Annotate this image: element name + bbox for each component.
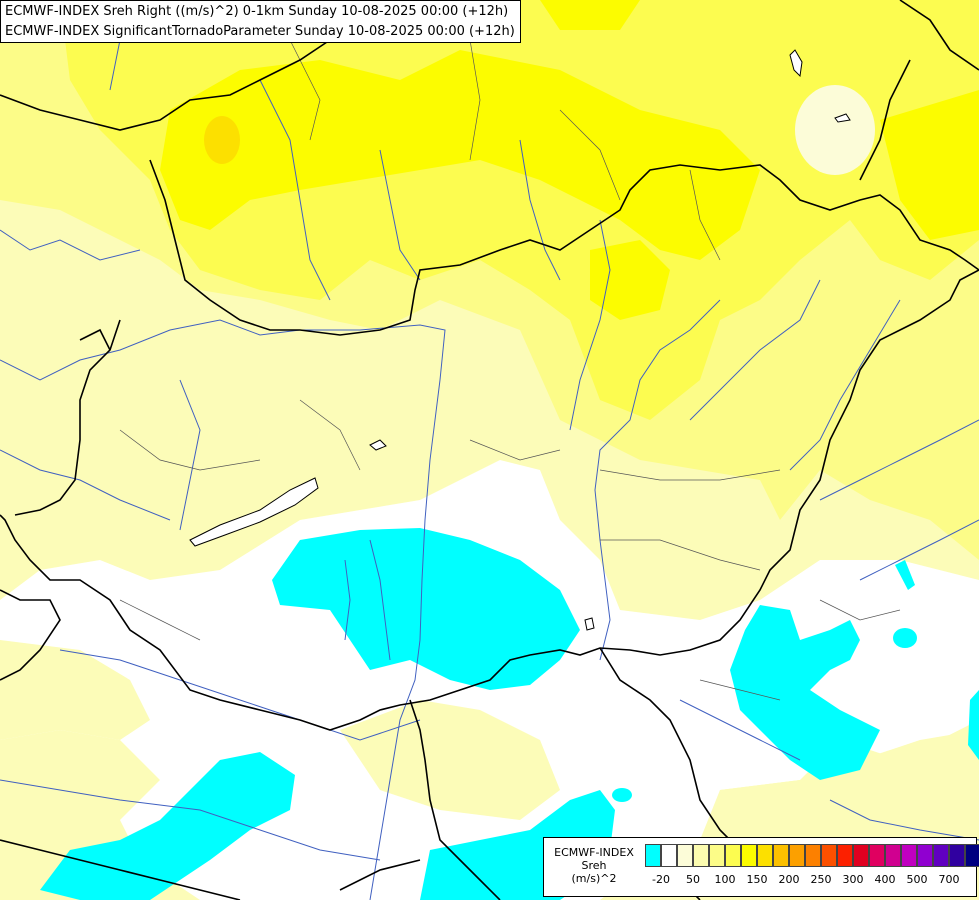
river-drava	[59, 649, 421, 741]
legend-swatch	[869, 844, 885, 867]
legend-parameter: Sreh	[581, 859, 607, 872]
legend-swatch	[821, 844, 837, 867]
river-north-4	[569, 219, 611, 431]
river-ne-2	[789, 299, 901, 471]
field-pale-s	[0, 640, 150, 740]
field-pale-w	[0, 220, 100, 380]
river-tisza	[594, 299, 721, 661]
river-w-1	[0, 449, 171, 521]
border-east	[0, 269, 979, 731]
legend-tick-label: 250	[810, 873, 832, 886]
field-cyan-sw	[40, 752, 295, 900]
river-se-1	[679, 699, 801, 761]
legend-tick-label: 200	[778, 873, 800, 886]
field-gold	[204, 116, 240, 164]
river-north-3	[519, 139, 561, 281]
field-bright-yellow	[160, 50, 760, 260]
river-ne-1	[689, 279, 821, 421]
field-bright-yellow-3	[880, 90, 979, 240]
field-cyan-east-2	[893, 628, 917, 648]
field-pale-sc	[340, 700, 560, 820]
field-cyan-center	[272, 528, 580, 690]
legend-tick-label: 300	[842, 873, 864, 886]
lake-balaton	[189, 477, 319, 547]
legend-swatch	[965, 844, 979, 867]
title-line-sreh: ECMWF-INDEX Sreh Right ((m/s)^2) 0-1km S…	[5, 4, 509, 19]
field-cyan-small	[612, 788, 632, 802]
river-c-1	[369, 539, 391, 661]
title-line-stp: ECMWF-INDEX SignificantTornadoParameter …	[5, 24, 515, 39]
river-danube	[0, 319, 446, 900]
legend-swatch	[677, 844, 693, 867]
border-west	[0, 589, 61, 681]
river-se-2	[829, 799, 979, 841]
legend-swatch	[757, 844, 773, 867]
legend-swatch	[853, 844, 869, 867]
legend-ticks: -20 50 100 150 200 250 300 400 500 700	[645, 873, 975, 887]
river-c-2	[344, 559, 351, 641]
river-e-1	[819, 419, 979, 501]
lake-ne	[834, 113, 851, 123]
river-w-2	[179, 379, 201, 531]
lake-small-1	[369, 439, 387, 451]
legend-unit: (m/s)^2	[571, 872, 617, 885]
legend-swatch	[933, 844, 949, 867]
field-cyan-e-strip	[895, 560, 915, 590]
border-austria-hu	[79, 328, 111, 351]
legend-tick-label: -20	[652, 873, 670, 886]
legend-tick-label: 700	[938, 873, 960, 886]
province-borders	[119, 19, 901, 701]
river-e-2	[859, 519, 979, 581]
color-legend: ECMWF-INDEX Sreh (m/s)^2 -20 50 100 150 200 2…	[543, 837, 979, 897]
river-sava	[0, 779, 381, 861]
legend-swatch	[725, 844, 741, 867]
field-pale-ne	[795, 85, 875, 175]
border-ne	[899, 0, 979, 71]
border-south-4	[339, 859, 421, 891]
border-ne-2	[859, 59, 911, 181]
river-north-1	[259, 79, 331, 301]
river-nw	[0, 229, 141, 261]
legend-swatch	[917, 844, 933, 867]
legend-tick-label: 100	[714, 873, 736, 886]
legend-swatch	[709, 844, 725, 867]
legend-swatch	[837, 844, 853, 867]
legend-swatch	[693, 844, 709, 867]
legend-source: ECMWF-INDEX	[554, 846, 634, 859]
legend-swatch	[805, 844, 821, 867]
field-cyan-east	[730, 605, 880, 780]
map-title-box: ECMWF-INDEX Sreh Right ((m/s)^2) 0-1km S…	[0, 0, 521, 43]
legend-color-bar	[645, 844, 979, 867]
legend-label: ECMWF-INDEX Sreh (m/s)^2	[548, 846, 640, 885]
legend-swatch	[949, 844, 965, 867]
legend-swatch	[773, 844, 789, 867]
legend-tick-label: 50	[686, 873, 700, 886]
legend-tick-label: 400	[874, 873, 896, 886]
border-west-2	[14, 319, 121, 516]
legend-tick-label: 150	[746, 873, 768, 886]
legend-swatch	[789, 844, 805, 867]
border-south-3	[0, 839, 241, 900]
legend-swatch	[901, 844, 917, 867]
legend-swatch	[661, 844, 677, 867]
legend-swatch	[645, 844, 661, 867]
legend-swatch	[885, 844, 901, 867]
river-north-2	[379, 149, 421, 281]
lake-n	[789, 49, 803, 78]
legend-swatch	[741, 844, 757, 867]
border-north-2	[149, 159, 979, 336]
field-bright-yellow-2	[590, 240, 670, 320]
field-cyan-e-edge	[968, 690, 979, 760]
legend-tick-label: 500	[906, 873, 928, 886]
border-south-1	[409, 699, 501, 900]
lake-s	[584, 617, 595, 631]
field-bright-yellow-4	[540, 0, 640, 30]
